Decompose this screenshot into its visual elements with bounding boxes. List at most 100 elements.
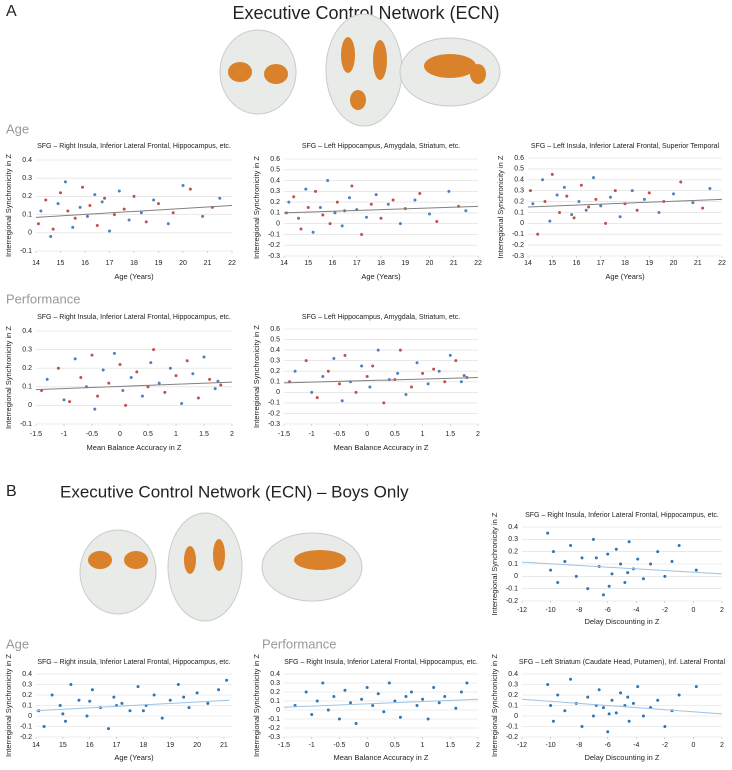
y-tick-label: 0.3 — [270, 188, 280, 195]
x-tick-label: -8 — [576, 607, 582, 614]
y-tick-label: 0.3 — [22, 681, 32, 688]
point — [42, 725, 46, 728]
point — [604, 221, 608, 225]
panel-label: A — [6, 3, 17, 20]
y-tick-label: 0.4 — [270, 177, 280, 184]
point — [614, 547, 618, 551]
y-tick-label: -0.1 — [20, 723, 32, 730]
y-tick-label: 0.1 — [270, 210, 280, 217]
point — [44, 198, 48, 202]
point — [39, 209, 43, 213]
y-tick-label: -0.1 — [506, 586, 518, 593]
y-tick-label: 0.3 — [508, 536, 518, 543]
x-tick-label: -4 — [633, 607, 639, 614]
point — [202, 355, 206, 359]
point — [95, 224, 99, 228]
chart-title: SFG – Left Hippocampus, Amygdala, Striat… — [302, 314, 460, 321]
point — [677, 693, 681, 697]
y-tick-label: 0.4 — [22, 328, 32, 335]
point — [549, 704, 553, 707]
point — [543, 200, 547, 204]
point — [556, 693, 560, 697]
y-tick-label: -0.3 — [512, 253, 524, 260]
point — [563, 709, 567, 713]
point — [656, 698, 660, 702]
point — [670, 560, 674, 564]
y-tick-label: -0.1 — [268, 400, 280, 407]
point — [548, 219, 552, 223]
point — [149, 361, 153, 365]
point — [333, 211, 337, 215]
x-tick-label: 16 — [86, 742, 94, 749]
point — [565, 194, 569, 198]
chart-title: SFG – Right Insula, Inferior Lateral Fro… — [37, 314, 231, 321]
x-tick-label: 19 — [166, 742, 174, 749]
point — [196, 396, 200, 400]
point — [360, 697, 364, 701]
y-tick-label: 0.3 — [514, 188, 524, 195]
point — [306, 206, 310, 209]
point — [293, 369, 297, 373]
scatter-chart: SFG – Left Insula, Inferior Lateral Fron… — [496, 143, 726, 281]
point — [551, 719, 555, 723]
point — [636, 557, 640, 561]
point — [415, 704, 419, 707]
point — [459, 380, 463, 384]
y-tick-label: 0.5 — [514, 166, 524, 173]
scatter-chart: SFG – Right Insula, Inferior Lateral Fro… — [4, 143, 236, 281]
trend-line — [35, 699, 230, 712]
point — [160, 716, 164, 720]
point — [127, 218, 131, 222]
point — [135, 370, 139, 374]
y-tick-label: 0 — [28, 713, 32, 720]
y-tick-label: -0.3 — [268, 734, 280, 741]
point — [191, 372, 195, 376]
point — [347, 196, 351, 200]
point — [636, 685, 640, 689]
y-axis-label: Interregional Synchronicity in Z — [490, 654, 499, 757]
x-tick-label: 15 — [59, 742, 67, 749]
point — [310, 713, 314, 716]
chart-title: SFG – Right Insula, Inferior Lateral Fro… — [37, 143, 231, 150]
figure-title: Executive Control Network (ECN) – Boys O… — [60, 482, 409, 501]
y-tick-label: -0.1 — [20, 248, 32, 255]
y-tick-label: 0.1 — [22, 211, 32, 218]
point — [90, 688, 94, 692]
y-tick-label: 0.4 — [22, 157, 32, 164]
point — [45, 377, 49, 381]
point — [141, 709, 145, 713]
point — [601, 593, 605, 597]
x-axis-label: Mean Balance Accuracy in Z — [333, 443, 428, 452]
point — [66, 209, 70, 213]
point — [443, 695, 447, 698]
point — [62, 398, 66, 402]
point — [166, 222, 170, 226]
point — [391, 198, 395, 202]
point — [541, 178, 545, 182]
point — [168, 698, 172, 702]
point — [152, 348, 156, 352]
point — [50, 693, 54, 697]
point — [549, 568, 553, 572]
point — [124, 403, 128, 407]
y-tick-label: -0.2 — [268, 725, 280, 732]
point — [591, 537, 595, 541]
x-tick-label: 2 — [720, 742, 724, 749]
point — [69, 683, 73, 686]
x-tick-label: 0 — [691, 742, 695, 749]
y-axis-label: Interregional Synchronicity in Z — [252, 325, 261, 428]
y-tick-label: 0.1 — [22, 384, 32, 391]
point — [627, 719, 631, 723]
y-tick-label: 0.4 — [22, 671, 32, 678]
x-axis-label: Age (Years) — [114, 272, 154, 281]
point — [335, 200, 339, 204]
y-tick-label: 0.3 — [270, 358, 280, 365]
point — [421, 371, 425, 375]
point — [112, 695, 116, 699]
x-tick-label: 0 — [365, 431, 369, 438]
y-tick-label: -0.2 — [506, 734, 518, 741]
y-axis-label: Interregional Synchronicity in Z — [252, 156, 261, 259]
y-tick-label: 0.3 — [270, 680, 280, 687]
point — [464, 209, 468, 213]
